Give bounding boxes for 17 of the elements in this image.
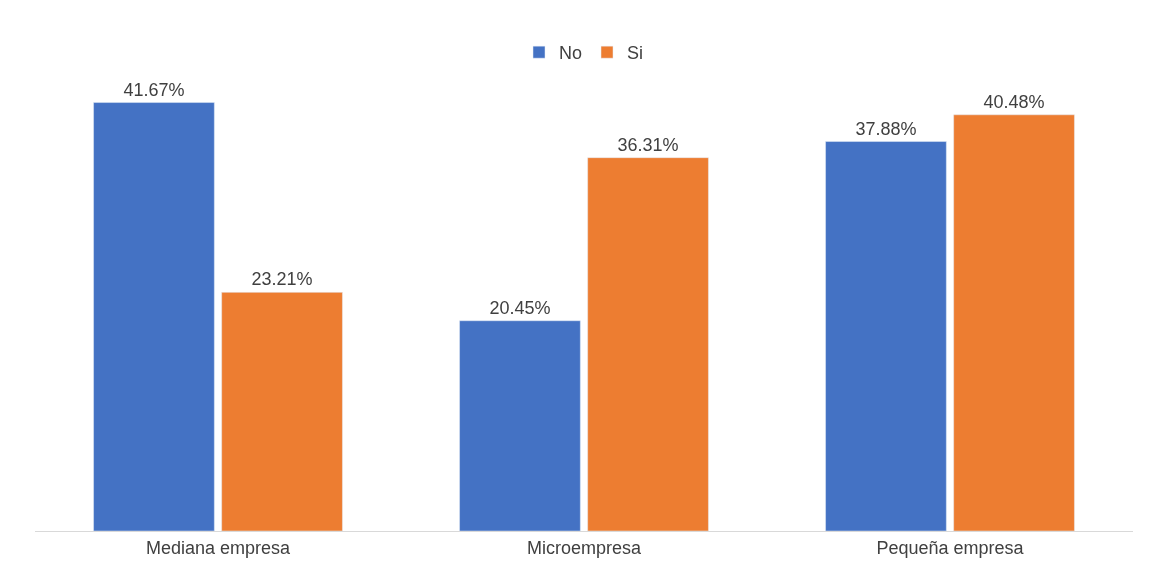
- data-label: 20.45%: [489, 297, 551, 318]
- data-label: 41.67%: [123, 79, 185, 100]
- bar: [953, 114, 1075, 531]
- data-label: 23.21%: [251, 269, 313, 290]
- bar: [825, 141, 947, 531]
- x-tick-label: Pequeña empresa: [876, 537, 1025, 558]
- bar: [93, 102, 215, 531]
- bar: [459, 320, 581, 531]
- x-tick-label: Microempresa: [526, 537, 642, 558]
- legend-label: Si: [627, 43, 644, 64]
- bar: [221, 292, 343, 531]
- data-label: 37.88%: [855, 118, 917, 139]
- legend-label: No: [559, 43, 583, 64]
- x-tick-label: Mediana empresa: [145, 537, 292, 558]
- bar: [587, 157, 709, 531]
- data-label: 40.48%: [983, 91, 1045, 112]
- data-label: 36.31%: [617, 134, 679, 155]
